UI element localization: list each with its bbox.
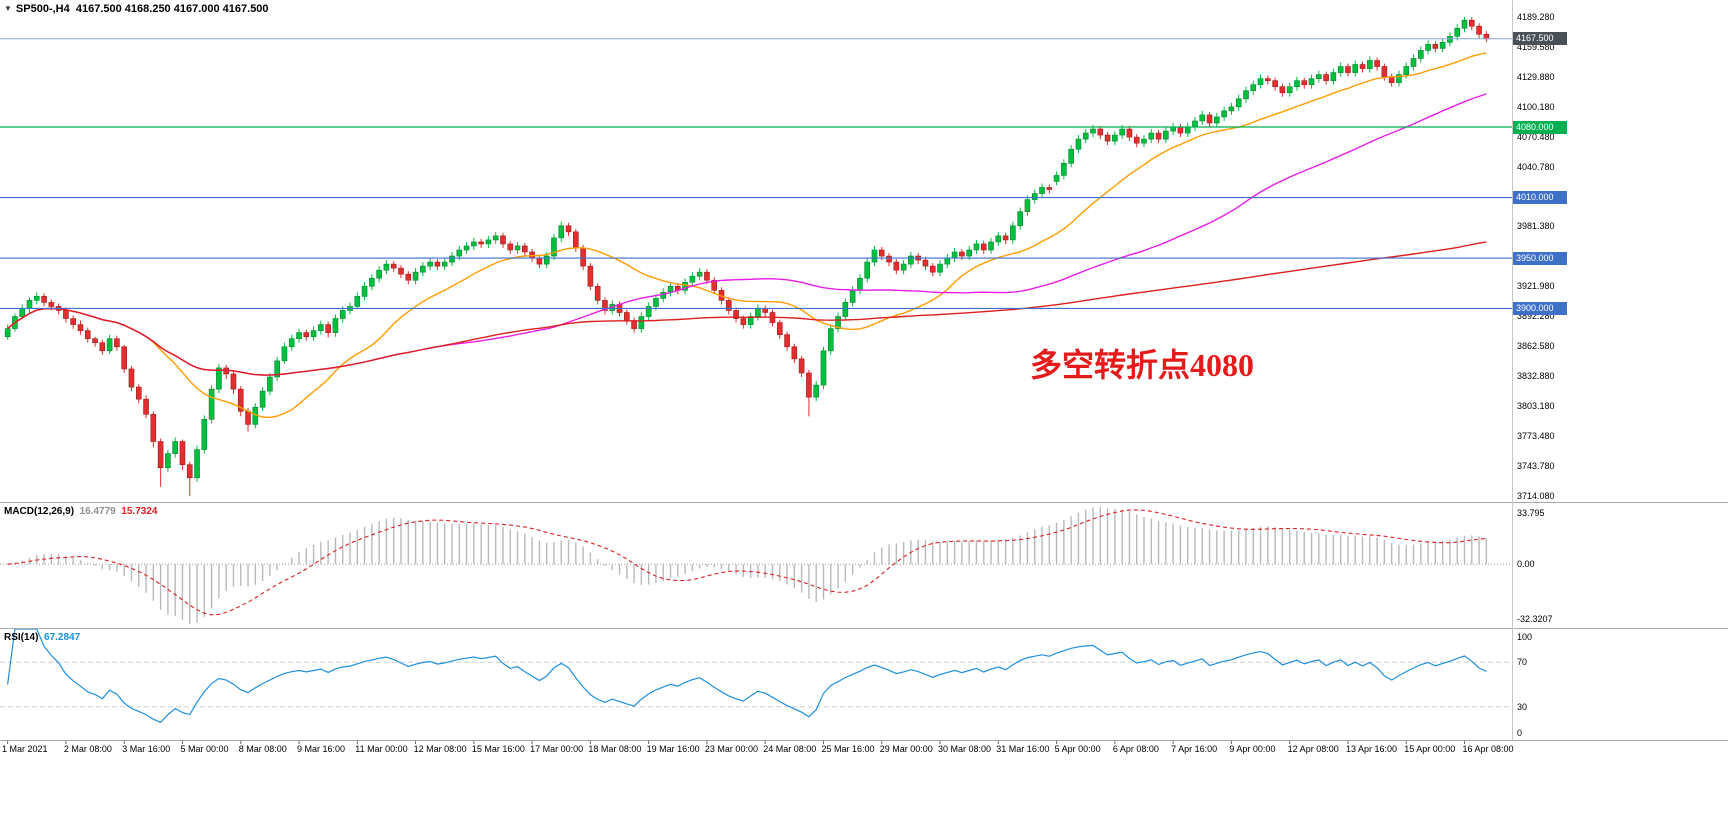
macd-axis-label: -32.3207 bbox=[1517, 614, 1553, 624]
price-tag: 3900.000 bbox=[1513, 301, 1567, 315]
panel-separator-main-macd[interactable] bbox=[0, 502, 1728, 503]
chart-dropdown-icon[interactable]: ▼ bbox=[4, 4, 12, 13]
rsi-value: 67.2847 bbox=[44, 632, 81, 643]
ma-mid-line bbox=[7, 93, 1487, 376]
time-label: 25 Mar 16:00 bbox=[821, 744, 875, 754]
price-label: 4129.880 bbox=[1517, 71, 1555, 82]
ma-fast-line bbox=[7, 52, 1487, 419]
price-label: 3921.980 bbox=[1517, 281, 1555, 292]
macd-signal-value: 15.7324 bbox=[121, 506, 158, 517]
time-label: 5 Mar 00:00 bbox=[180, 744, 229, 754]
time-label: 13 Apr 16:00 bbox=[1345, 744, 1397, 754]
time-label: 15 Mar 16:00 bbox=[471, 744, 525, 754]
panel-separator-rsi-time bbox=[0, 740, 1728, 741]
time-label: 19 Mar 16:00 bbox=[646, 744, 700, 754]
price-label: 4159.580 bbox=[1517, 41, 1555, 52]
time-label: 6 Apr 08:00 bbox=[1112, 744, 1159, 754]
price-label: 4040.780 bbox=[1517, 161, 1555, 172]
price-label: 3892.280 bbox=[1517, 311, 1555, 322]
price-label: 3714.080 bbox=[1517, 490, 1555, 501]
price-tag: 3950.000 bbox=[1513, 251, 1567, 265]
chart-title: ▼ SP500-,H4 4167.500 4168.250 4167.000 41… bbox=[4, 3, 269, 15]
price-label: 4100.180 bbox=[1517, 101, 1555, 112]
price-label: 3981.380 bbox=[1517, 221, 1555, 232]
time-label: 17 Mar 00:00 bbox=[530, 744, 584, 754]
symbol-period-label: SP500-,H4 bbox=[15, 3, 70, 15]
macd-name: MACD(12,26,9) bbox=[4, 506, 75, 517]
price-label: 3832.880 bbox=[1517, 371, 1555, 382]
time-label: 3 Mar 16:00 bbox=[122, 744, 171, 754]
rsi-label: RSI(14) 67.2847 bbox=[4, 632, 80, 643]
rsi-axis-label: 30 bbox=[1517, 701, 1528, 712]
time-label: 7 Apr 16:00 bbox=[1171, 744, 1218, 754]
time-label: 23 Mar 00:00 bbox=[704, 744, 758, 754]
macd-axis-label: 0.00 bbox=[1517, 559, 1535, 570]
price-label: 3803.180 bbox=[1517, 401, 1555, 412]
time-label: 31 Mar 16:00 bbox=[996, 744, 1050, 754]
price-label: 3862.580 bbox=[1517, 341, 1555, 352]
time-label: 24 Mar 08:00 bbox=[763, 744, 817, 754]
time-label: 18 Mar 08:00 bbox=[588, 744, 642, 754]
panel-separator-macd-rsi[interactable] bbox=[0, 628, 1728, 629]
time-label: 30 Mar 08:00 bbox=[938, 744, 992, 754]
ma-slow-line bbox=[7, 241, 1487, 376]
price-label: 3743.780 bbox=[1517, 460, 1555, 471]
macd-label: MACD(12,26,9) 16.4779 15.7324 bbox=[4, 506, 157, 517]
price-tag: 4167.500 bbox=[1513, 32, 1567, 46]
macd-histogram bbox=[14, 507, 1488, 624]
time-label: 16 Apr 08:00 bbox=[1462, 744, 1514, 754]
rsi-line bbox=[7, 628, 1487, 724]
time-label: 12 Mar 08:00 bbox=[413, 744, 467, 754]
price-axis-border bbox=[1512, 0, 1513, 741]
time-label: 5 Apr 00:00 bbox=[1054, 744, 1101, 754]
macd-signal-line bbox=[7, 509, 1487, 616]
price-tag: 4010.000 bbox=[1513, 191, 1567, 205]
price-label: 4189.280 bbox=[1517, 11, 1555, 22]
annotation-text[interactable]: 多空转折点4080 bbox=[1030, 347, 1255, 383]
rsi-name: RSI(14) bbox=[4, 632, 39, 643]
candles bbox=[4, 17, 1490, 496]
time-label: 2 Mar 08:00 bbox=[63, 744, 112, 754]
time-label: 12 Apr 08:00 bbox=[1287, 744, 1339, 754]
time-label: 15 Apr 00:00 bbox=[1404, 744, 1456, 754]
time-label: 8 Mar 08:00 bbox=[238, 744, 287, 754]
price-label: 4070.480 bbox=[1517, 131, 1555, 142]
price-tag: 4080.000 bbox=[1513, 120, 1567, 134]
time-label: 1 Mar 2021 bbox=[2, 744, 48, 754]
rsi-axis-label: 0 bbox=[1517, 728, 1523, 738]
rsi-axis-label: 100 bbox=[1517, 632, 1533, 642]
time-label: 9 Apr 00:00 bbox=[1229, 744, 1276, 754]
ohlc-values: 4167.500 4168.250 4167.000 4167.500 bbox=[75, 3, 269, 15]
macd-main-value: 16.4779 bbox=[79, 506, 116, 517]
price-label: 3773.480 bbox=[1517, 430, 1555, 441]
time-label: 29 Mar 00:00 bbox=[879, 744, 933, 754]
time-label: 11 Mar 00:00 bbox=[355, 744, 408, 754]
time-label: 9 Mar 16:00 bbox=[297, 744, 346, 754]
rsi-axis-label: 70 bbox=[1517, 657, 1528, 668]
macd-axis-label: 33.795 bbox=[1517, 508, 1545, 518]
